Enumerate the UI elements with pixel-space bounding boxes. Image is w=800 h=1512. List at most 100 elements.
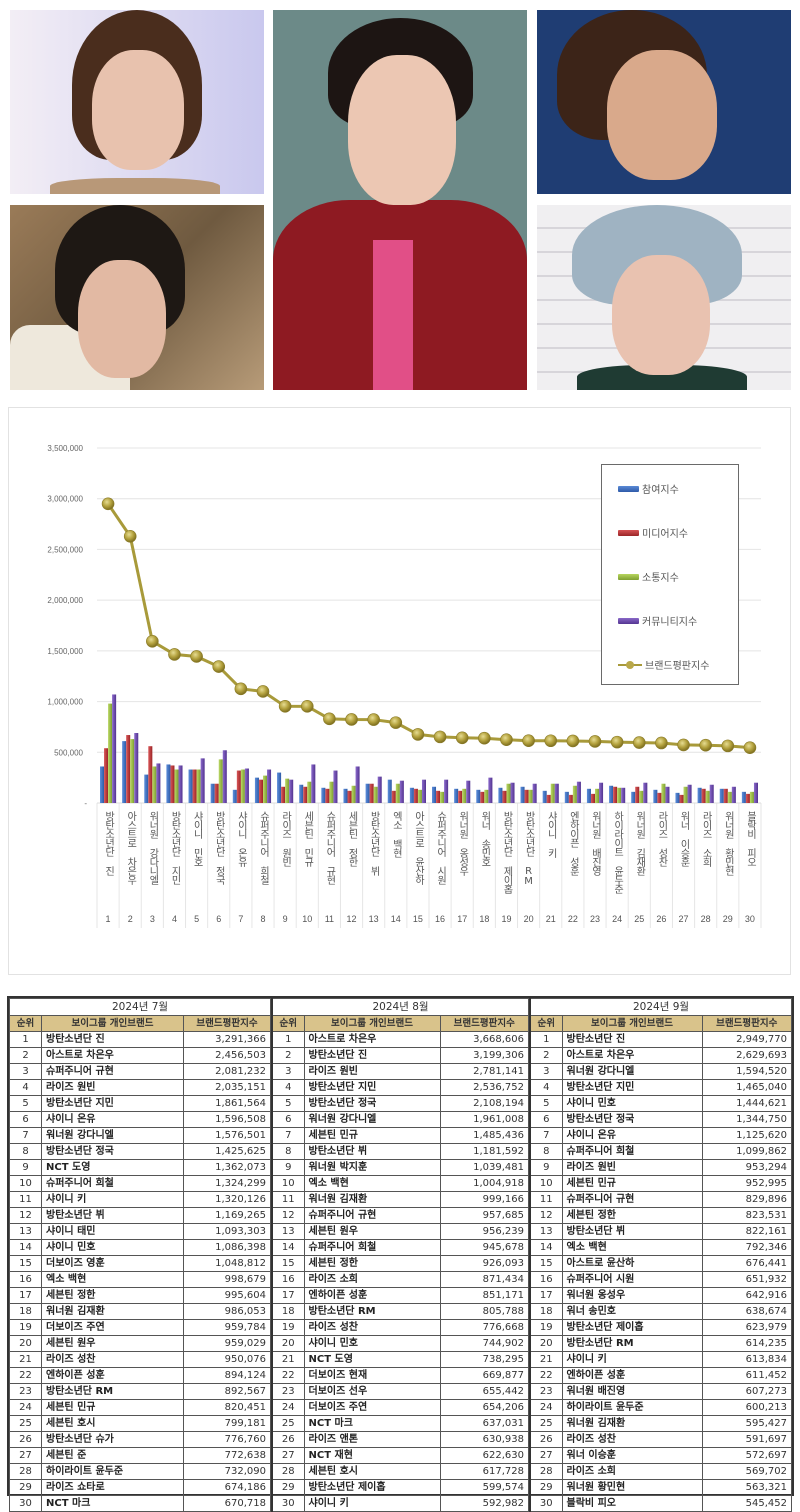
brand-name-cell: 라이즈 소희: [561, 1463, 703, 1480]
x-axis-category-label: 워너원 김재환: [634, 810, 646, 876]
photo-top-left: [10, 10, 264, 194]
brand-name-cell: 방탄소년단 지민: [41, 1095, 184, 1112]
table-row: 11 슈퍼주니어 규현 829,896: [529, 1191, 792, 1208]
rank-cell: 9: [529, 1159, 563, 1176]
score-cell: 1,320,126: [183, 1191, 271, 1208]
brand-name-cell: 워너원 박지훈: [303, 1159, 441, 1176]
y-axis-tick-label: 1,000,000: [47, 698, 83, 707]
brand-name-cell: 방탄소년단 제이홉: [303, 1479, 441, 1496]
bar: [432, 786, 437, 803]
bar: [343, 788, 348, 803]
legend-swatch-purple-icon: [618, 617, 639, 624]
brand-name-cell: 슈퍼주니어 시원: [561, 1271, 703, 1288]
table-row: 1 방탄소년단 진 3,291,366: [9, 1031, 271, 1048]
line-marker-icon: [345, 713, 358, 726]
line-marker-icon: [300, 700, 314, 713]
bar: [281, 786, 286, 803]
score-cell: 1,004,918: [439, 1175, 529, 1192]
rank-cell: 4: [9, 1079, 42, 1096]
rank-cell: 6: [9, 1111, 42, 1128]
rank-cell: 20: [529, 1335, 563, 1352]
photo-top-right: [537, 10, 791, 194]
score-cell: 1,099,862: [701, 1143, 792, 1160]
line-marker-icon: [544, 734, 558, 748]
score-cell: 637,031: [439, 1415, 529, 1432]
brand-name-cell: 세븐틴 정한: [303, 1255, 441, 1272]
bar: [277, 772, 282, 803]
bar: [347, 790, 352, 803]
table-row: 3 슈퍼주니어 규현 2,081,232: [9, 1063, 271, 1080]
bar: [104, 748, 109, 803]
table-row: 23 워너원 배진영 607,273: [529, 1383, 792, 1400]
bar: [440, 791, 445, 803]
legend-label: 참여지수: [642, 485, 679, 496]
brand-name-cell: 더보이즈 영훈: [41, 1255, 184, 1272]
score-cell: 611,452: [701, 1367, 792, 1384]
brand-name-cell: 세븐틴 원우: [303, 1223, 441, 1240]
score-cell: 623,979: [701, 1319, 792, 1336]
brand-name-cell: 방탄소년단 슈가: [41, 1431, 184, 1448]
bar: [122, 741, 127, 803]
table-row: 27 세븐틴 준 772,638: [9, 1447, 271, 1464]
rank-cell: 18: [271, 1303, 305, 1320]
score-cell: 2,781,141: [439, 1063, 529, 1080]
x-axis-category-label: 방탄소년단 RM: [523, 811, 535, 886]
bar: [399, 780, 404, 803]
bar: [550, 783, 555, 803]
col-header-brand: 보이그룹 개인브랜드: [303, 1015, 441, 1032]
legend-item-communication: 소통지수: [618, 569, 679, 584]
brand-name-cell: 워너원 강다니엘: [41, 1127, 184, 1144]
bar: [413, 788, 418, 803]
rank-cell: 23: [9, 1383, 42, 1400]
rank-cell: 1: [9, 1031, 42, 1048]
rank-cell: 12: [271, 1207, 305, 1224]
bar: [462, 788, 467, 803]
table-row: 23 더보이즈 선우 655,442: [271, 1383, 529, 1400]
bar: [369, 783, 374, 803]
bar: [365, 783, 370, 803]
x-axis-category-label: 워너원 배진영: [590, 810, 602, 876]
bar: [299, 784, 304, 803]
rank-cell: 30: [9, 1495, 42, 1512]
table-row: 3 라이즈 원빈 2,781,141: [271, 1063, 529, 1080]
x-axis-rank-number: 27: [679, 914, 689, 924]
bar: [639, 790, 644, 803]
score-cell: 670,718: [183, 1495, 271, 1512]
col-header-rank: 순위: [271, 1015, 305, 1032]
rank-cell: 25: [271, 1415, 305, 1432]
brand-name-cell: 아스트로 차은우: [41, 1047, 184, 1064]
score-cell: 829,896: [701, 1191, 792, 1208]
table-row: 20 세븐틴 원우 959,029: [9, 1335, 271, 1352]
brand-name-cell: 워너원 옹성우: [561, 1287, 703, 1304]
rank-cell: 12: [9, 1207, 42, 1224]
table-row: 17 워너원 옹성우 642,916: [529, 1287, 792, 1304]
bar: [436, 790, 441, 803]
brand-name-cell: 샤이니 온유: [561, 1127, 703, 1144]
table-row: 9 NCT 도영 1,362,073: [9, 1159, 271, 1176]
x-axis-category-label: 세븐틴 민규: [302, 811, 314, 868]
x-axis-category-label: 엔하이픈 성훈: [567, 811, 579, 876]
x-axis-category-label: 방탄소년단 제이홉: [501, 811, 513, 894]
bar: [267, 769, 272, 803]
rank-cell: 14: [529, 1239, 563, 1256]
table-row: 13 샤이니 태민 1,093,303: [9, 1223, 271, 1240]
brand-name-cell: 방탄소년단 뷔: [303, 1143, 441, 1160]
brand-name-cell: 샤이니 키: [561, 1351, 703, 1368]
table-row: 24 세븐틴 민규 820,451: [9, 1399, 271, 1416]
score-cell: 545,452: [701, 1495, 792, 1512]
table-row: 25 NCT 마크 637,031: [271, 1415, 529, 1432]
rank-cell: 27: [9, 1447, 42, 1464]
legend-swatch-green-icon: [618, 573, 639, 580]
table-row: 18 워너 송민호 638,674: [529, 1303, 792, 1320]
bar: [325, 788, 330, 803]
table-row: 20 방탄소년단 RM 614,235: [529, 1335, 792, 1352]
score-cell: 799,181: [183, 1415, 271, 1432]
table-row: 14 샤이니 민호 1,086,398: [9, 1239, 271, 1256]
bar: [156, 763, 161, 803]
brand-name-cell: 라이즈 성찬: [41, 1351, 184, 1368]
bar: [687, 784, 692, 803]
table-row: 13 세븐틴 원우 956,239: [271, 1223, 529, 1240]
line-marker-icon: [367, 713, 380, 726]
